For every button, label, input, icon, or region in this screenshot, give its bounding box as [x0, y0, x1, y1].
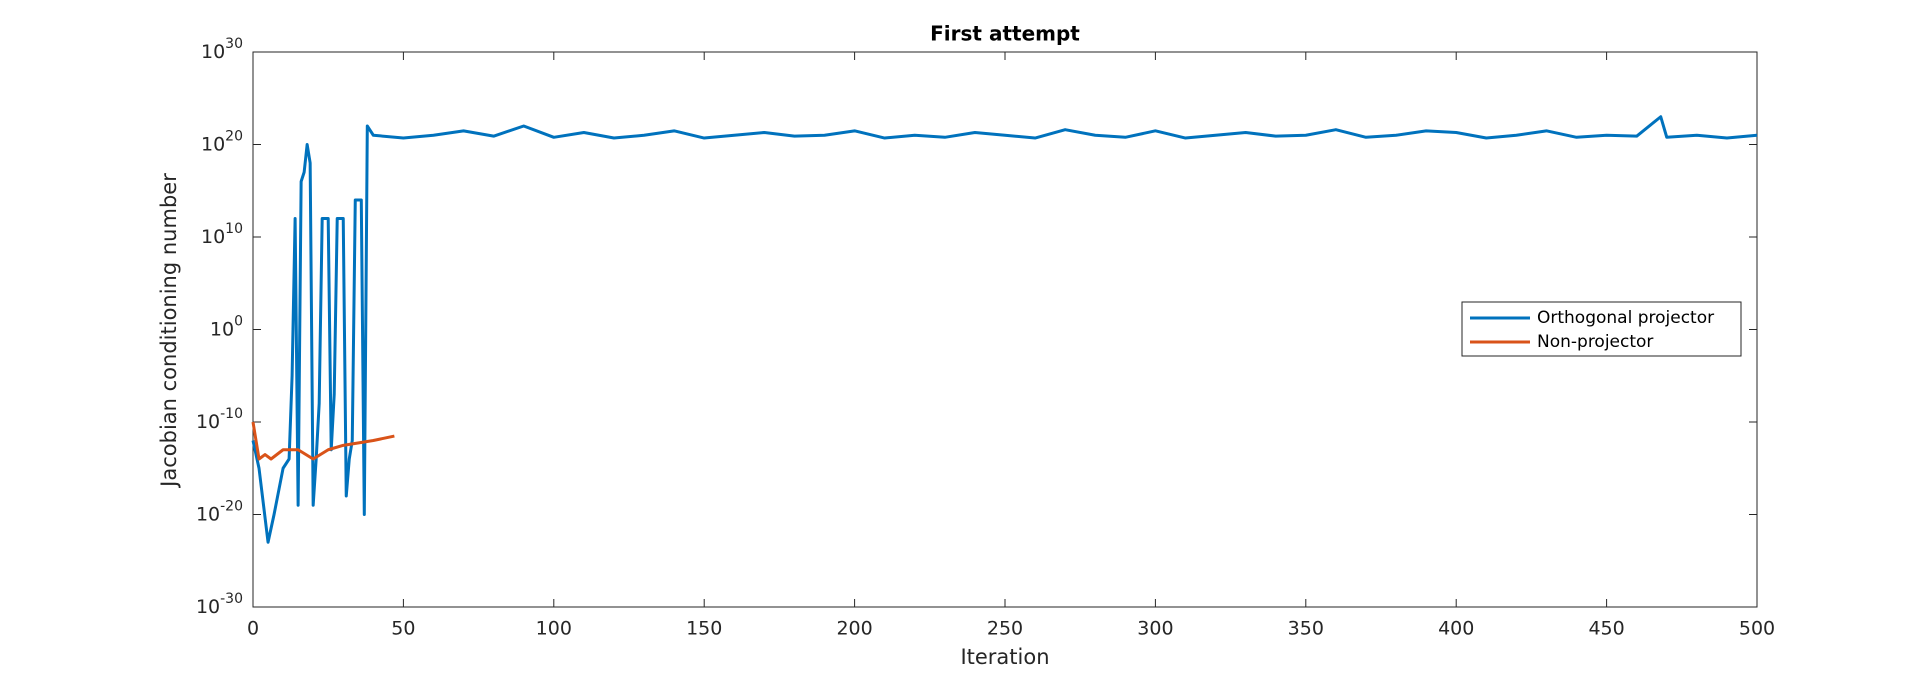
x-tick-label: 450	[1588, 618, 1624, 640]
y-tick-label: 10-20	[196, 499, 243, 526]
chart-title: First attempt	[930, 22, 1080, 46]
x-tick-label: 50	[391, 618, 415, 640]
legend-label: Non-projector	[1537, 332, 1653, 352]
y-tick-label: 1030	[201, 36, 243, 63]
x-tick-label: 250	[987, 618, 1023, 640]
x-tick-label: 100	[536, 618, 572, 640]
y-axis-label: Jacobian conditioning number	[157, 173, 181, 489]
x-axis-label: Iteration	[960, 645, 1049, 669]
legend	[1461, 301, 1742, 357]
series-line	[251, 421, 395, 461]
y-tick-label: 100	[210, 314, 243, 341]
y-tick-label: 1010	[201, 221, 243, 248]
series-line	[251, 115, 1758, 544]
x-tick-label: 400	[1438, 618, 1474, 640]
x-tick-label: 200	[836, 618, 872, 640]
y-tick-label: 10-30	[196, 591, 243, 618]
x-tick-label: 350	[1288, 618, 1324, 640]
y-tick-label: 10-10	[196, 406, 243, 433]
legend-label: Orthogonal projector	[1537, 308, 1714, 328]
x-tick-label: 150	[686, 618, 722, 640]
y-tick-label: 1020	[201, 129, 243, 156]
x-tick-label: 500	[1739, 618, 1775, 640]
x-tick-label: 300	[1137, 618, 1173, 640]
x-tick-label: 0	[247, 618, 259, 640]
